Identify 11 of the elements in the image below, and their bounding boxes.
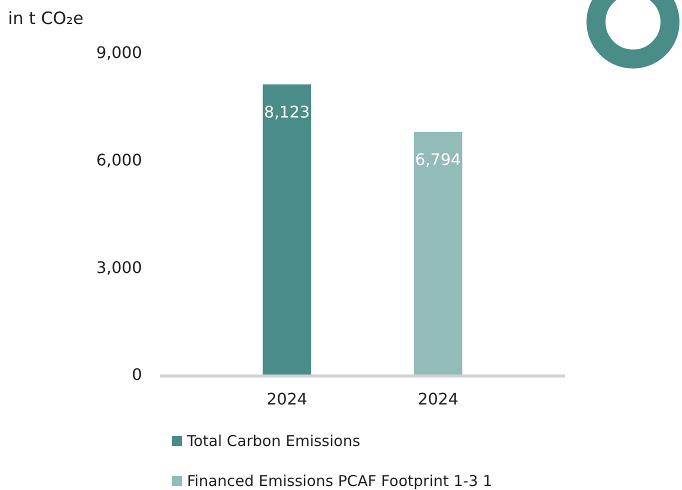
y-axis-title: in t CO₂e: [8, 9, 84, 29]
data-label: 8,123: [264, 102, 310, 122]
y-tick-label: 9,000: [96, 43, 142, 62]
legend-label: Financed Emissions PCAF Footprint 1-3 1: [187, 472, 492, 490]
y-tick-label: 0: [132, 365, 142, 384]
legend-label: Total Carbon Emissions: [186, 432, 360, 450]
data-label: 6,794: [415, 150, 461, 169]
x-tick-label: 2024: [266, 389, 308, 408]
x-tick-label: 2024: [418, 389, 458, 408]
y-tick-label: 6,000: [96, 150, 142, 170]
y-tick-label: 3,000: [96, 258, 142, 277]
